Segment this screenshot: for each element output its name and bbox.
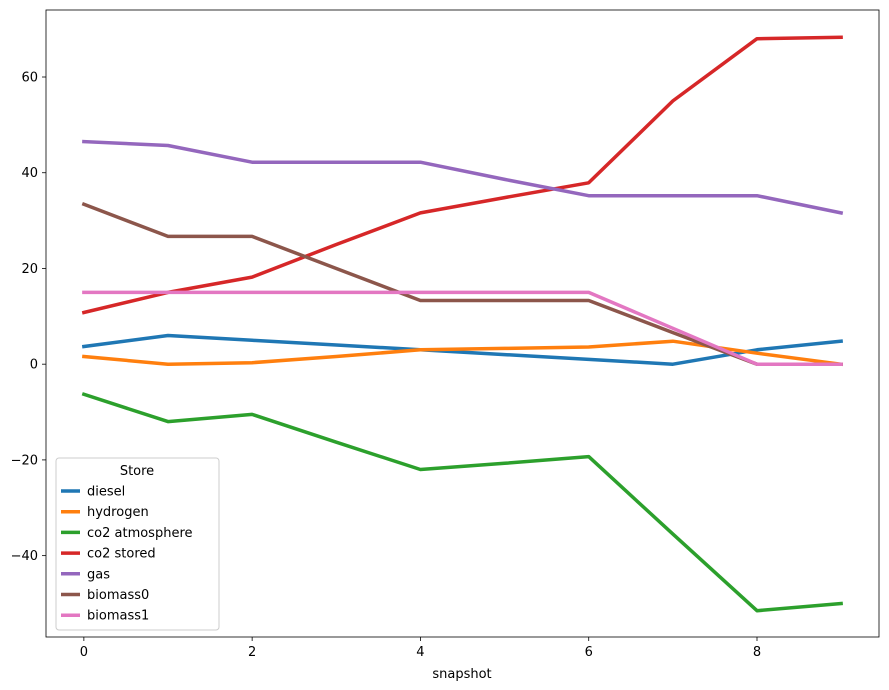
y-tick-label: 40 <box>21 166 38 181</box>
legend-label: biomass0 <box>87 588 149 603</box>
series-layer <box>81 35 844 613</box>
y-tick-label: 60 <box>21 71 38 86</box>
x-tick-label: 6 <box>585 645 593 660</box>
y-tick-label: 20 <box>21 262 38 277</box>
legend-label: co2 atmosphere <box>87 526 193 541</box>
series-line-biomass0 <box>81 202 843 366</box>
legend-title: Store <box>120 464 154 479</box>
series-line-diesel <box>81 333 844 366</box>
legend-label: co2 stored <box>87 547 156 562</box>
legend-label: gas <box>87 567 110 582</box>
series-line-biomass1 <box>82 290 843 366</box>
x-tick-label: 0 <box>80 645 88 660</box>
y-tick-label: 0 <box>30 358 38 373</box>
series-line-gas <box>82 139 844 215</box>
legend: Store diesel hydrogen co2 atmosphere co2 st… <box>55 457 220 631</box>
y-tick-label: −20 <box>11 453 38 468</box>
series-line-co2-stored <box>81 35 843 315</box>
legend-box <box>55 457 220 631</box>
x-axis-label: snapshot <box>432 667 491 682</box>
y-tick-label: −40 <box>11 549 38 564</box>
y-axis-ticks: −40 −20 0 20 40 60 <box>11 71 46 564</box>
legend-label: hydrogen <box>87 505 149 520</box>
x-axis-ticks: 0 2 4 6 8 <box>80 637 761 660</box>
x-tick-label: 4 <box>416 645 424 660</box>
x-tick-label: 2 <box>248 645 256 660</box>
plot-frame <box>45 9 880 638</box>
axes-layer <box>45 9 880 638</box>
x-tick-label: 8 <box>753 645 761 660</box>
legend-items: diesel hydrogen co2 atmosphere co2 stored ga… <box>61 485 193 624</box>
legend-label: biomass1 <box>87 609 149 624</box>
series-line-co2-atmosphere <box>81 392 843 613</box>
legend-label: diesel <box>87 485 125 500</box>
